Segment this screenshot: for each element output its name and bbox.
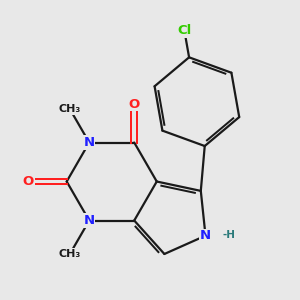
Text: -H: -H: [223, 230, 236, 240]
Text: Cl: Cl: [177, 24, 191, 37]
Text: N: N: [84, 136, 95, 149]
Text: N: N: [84, 214, 95, 227]
Text: CH₃: CH₃: [59, 249, 81, 259]
Text: N: N: [200, 229, 211, 242]
Text: O: O: [129, 98, 140, 111]
Text: O: O: [23, 175, 34, 188]
Text: CH₃: CH₃: [59, 104, 81, 114]
